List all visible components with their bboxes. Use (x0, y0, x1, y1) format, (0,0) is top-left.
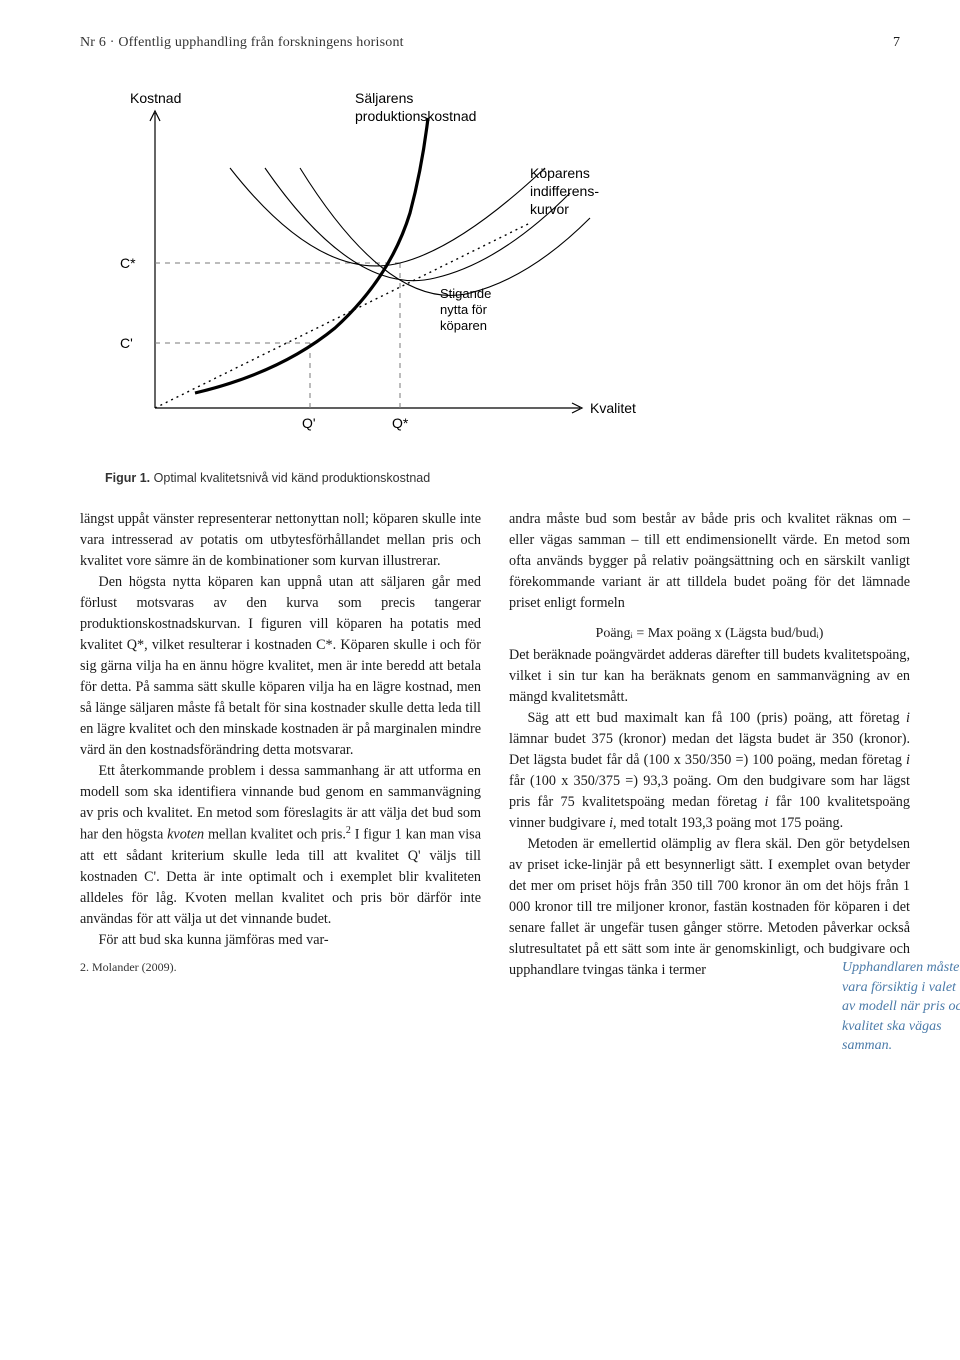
caption-prefix: Figur 1. (105, 471, 150, 485)
right-p1: andra måste bud som består av både pris … (509, 509, 910, 614)
body-columns: längst uppåt vänster representerar netto… (80, 509, 910, 981)
running-header: Nr 6 · Offentlig upphandling från forskn… (80, 35, 910, 51)
figure-svg: Kostnad Kvalitet Säljarens produktionsko… (100, 73, 650, 453)
formula: Poängᵢ = Max poäng x (Lägsta bud/budᵢ) (509, 624, 910, 645)
svg-text:C': C' (120, 335, 133, 351)
left-p4: För att bud ska kunna jämföras med var- (80, 930, 481, 951)
figure-caption: Figur 1. Optimal kvalitetsnivå vid känd … (105, 471, 910, 485)
svg-text:Säljarens: Säljarens (355, 90, 413, 106)
right-p3: Säg att ett bud maximalt kan få 100 (pri… (509, 708, 910, 834)
svg-text:Kvalitet: Kvalitet (590, 400, 636, 416)
svg-text:Kostnad: Kostnad (130, 90, 181, 106)
svg-text:C*: C* (120, 255, 136, 271)
svg-text:produktionskostnad: produktionskostnad (355, 108, 476, 124)
svg-text:kurvor: kurvor (530, 201, 569, 217)
svg-text:Q': Q' (302, 415, 316, 431)
left-p2: Den högsta nytta köparen kan uppnå utan … (80, 572, 481, 761)
right-p2: Det beräknade poängvärdet adderas däreft… (509, 645, 910, 708)
left-p3: Ett återkommande problem i dessa sammanh… (80, 761, 481, 930)
running-title: Nr 6 · Offentlig upphandling från forskn… (80, 35, 404, 50)
figure-1: Kostnad Kvalitet Säljarens produktionsko… (100, 73, 650, 453)
footnote: 2. Molander (2009). (80, 959, 481, 977)
svg-text:köparen: köparen (440, 318, 487, 333)
right-column: andra måste bud som består av både pris … (509, 509, 910, 981)
svg-text:Köparens: Köparens (530, 165, 590, 181)
page-number: 7 (893, 35, 900, 51)
caption-text: Optimal kvalitetsnivå vid känd produktio… (154, 471, 431, 485)
svg-text:indifferens-: indifferens- (530, 183, 599, 199)
left-p1: längst uppåt vänster representerar netto… (80, 509, 481, 572)
margin-note: Upphandlaren måste vara försiktig i vale… (842, 958, 960, 1056)
svg-text:nytta för: nytta för (440, 302, 488, 317)
svg-text:Q*: Q* (392, 415, 409, 431)
left-column: längst uppåt vänster representerar netto… (80, 509, 481, 981)
svg-text:Stigande: Stigande (440, 286, 491, 301)
